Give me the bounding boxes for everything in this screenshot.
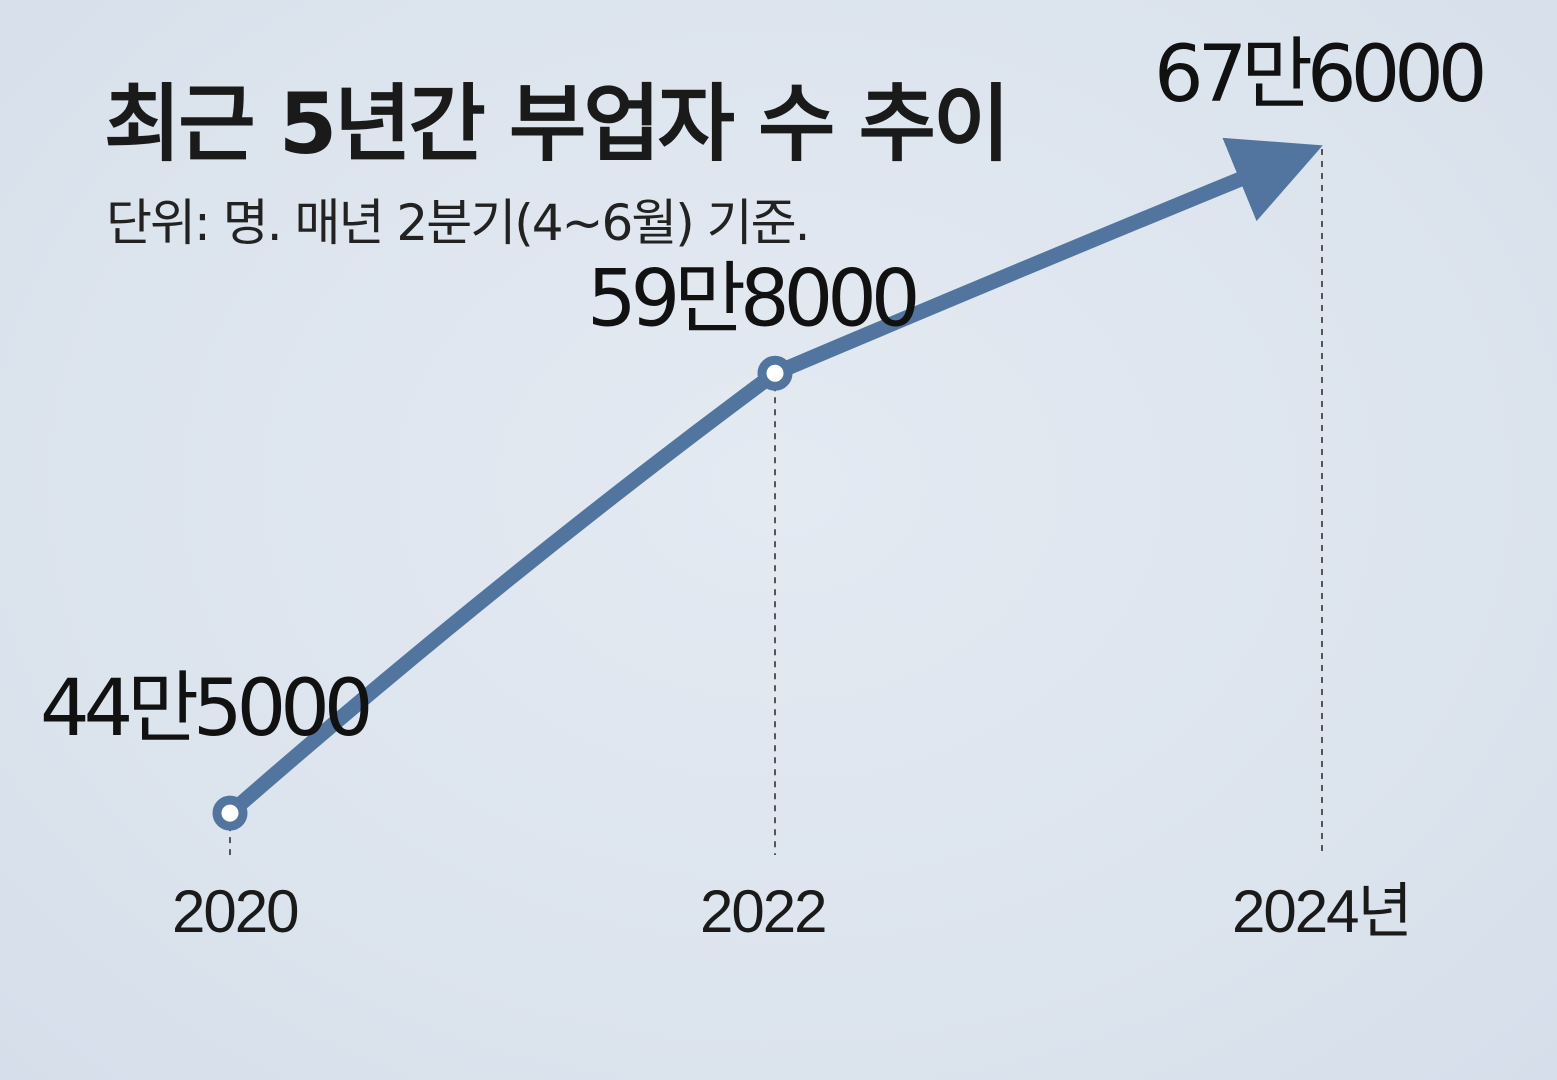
data-markers bbox=[212, 355, 793, 831]
x-tick-label-2: 2024년 bbox=[1232, 878, 1411, 945]
x-tick-labels: 2020 2022 2024년 bbox=[172, 878, 1413, 945]
x-tick-label-1: 2022 bbox=[700, 878, 825, 945]
data-point-1 bbox=[757, 355, 793, 391]
x-tick-label-0: 2020 bbox=[172, 878, 298, 945]
chart-title: 최근 5년간 부업자 수 추이 bbox=[104, 75, 1010, 173]
data-label-1: 59만8000 bbox=[587, 254, 916, 344]
data-label-0: 44만5000 bbox=[40, 664, 369, 754]
chart-subtitle: 단위: 명. 매년 2분기(4~6월) 기준. bbox=[106, 194, 811, 252]
data-point-0 bbox=[212, 795, 248, 831]
data-label-2: 67만6000 bbox=[1154, 30, 1483, 120]
guide-lines bbox=[229, 149, 1323, 855]
data-labels: 44만5000 59만8000 67만6000 bbox=[40, 30, 1489, 754]
